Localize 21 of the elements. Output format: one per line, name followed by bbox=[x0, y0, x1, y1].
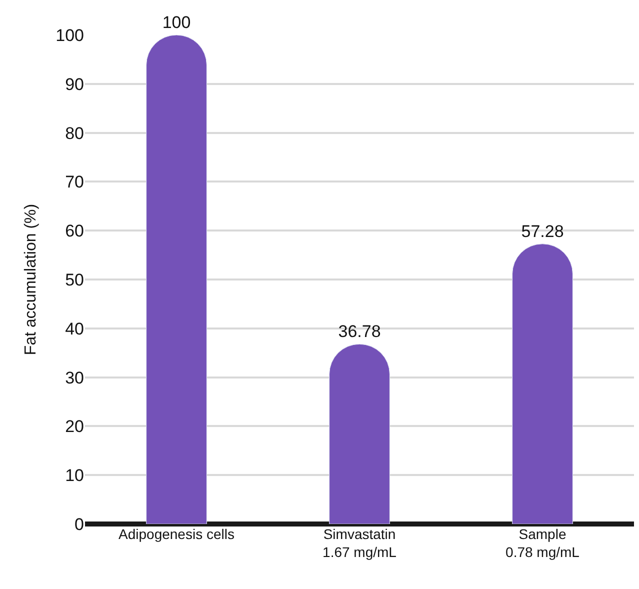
y-tick-label: 60 bbox=[65, 222, 84, 241]
y-tick-label: 100 bbox=[56, 26, 84, 45]
y-tick-label: 10 bbox=[65, 466, 84, 486]
data-label: 100 bbox=[162, 13, 191, 32]
y-tick-label: 40 bbox=[65, 319, 84, 338]
y-tick-label: 70 bbox=[65, 172, 84, 192]
y-tick-label: 80 bbox=[65, 124, 84, 143]
y-tick-label: 50 bbox=[65, 270, 84, 290]
y-axis-title: Fat accumulation (%) bbox=[22, 204, 40, 356]
y-tick-label: 30 bbox=[65, 368, 84, 388]
y-tick-label: 20 bbox=[65, 417, 84, 436]
bar bbox=[329, 344, 390, 524]
data-label: 57.28 bbox=[521, 222, 564, 241]
y-tick-label: 90 bbox=[65, 74, 84, 94]
x-tick-label: Sample 0.78 mg/mL bbox=[506, 526, 580, 560]
x-tick-label: Simvastatin 1.67 mg/mL bbox=[322, 526, 397, 560]
bar bbox=[512, 244, 573, 524]
x-tick-label: Adipogenesis cells bbox=[118, 526, 234, 542]
y-tick-label: 0 bbox=[74, 514, 84, 534]
bar bbox=[146, 35, 207, 524]
data-label: 36.78 bbox=[338, 322, 381, 342]
